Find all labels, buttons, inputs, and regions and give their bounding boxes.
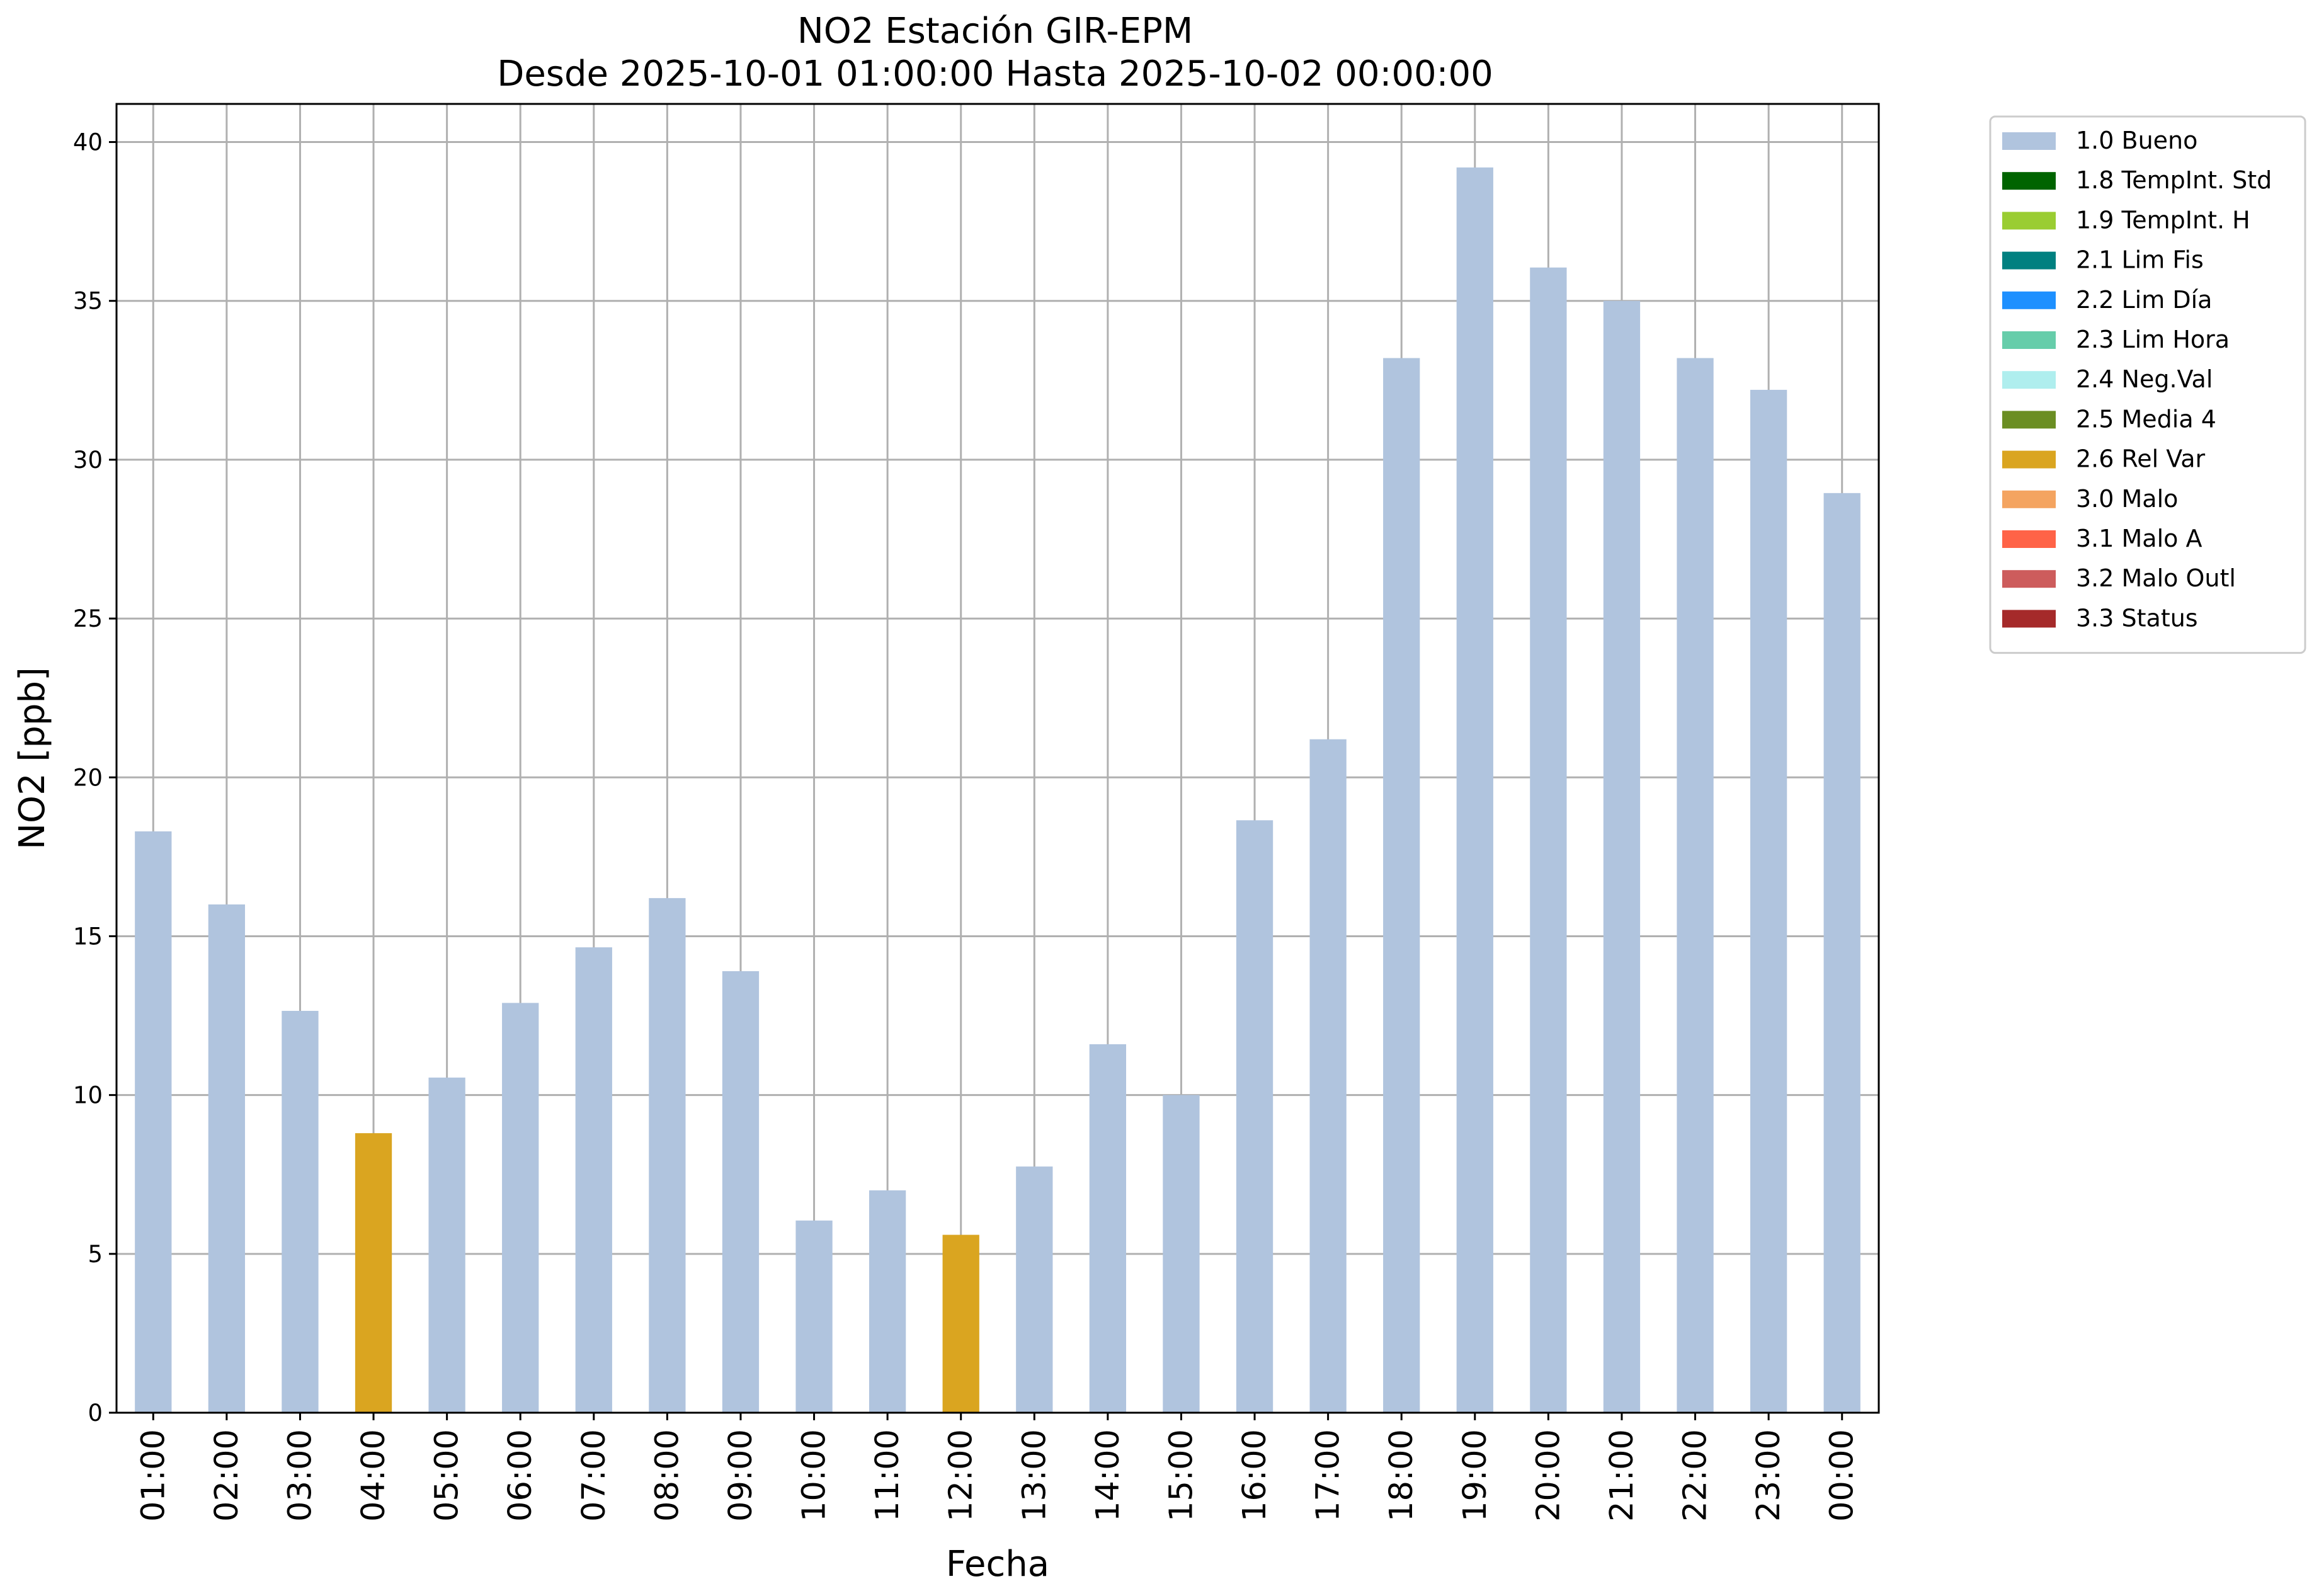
bar-0800 (649, 898, 686, 1413)
legend-label: 3.3 Status (2076, 604, 2198, 632)
legend-swatch (2002, 490, 2056, 508)
bar-1100 (869, 1190, 906, 1413)
legend-label: 3.0 Malo (2076, 485, 2178, 513)
x-tick-label: 01:00 (135, 1429, 172, 1522)
bar-1600 (1236, 820, 1273, 1413)
legend-label: 1.0 Bueno (2076, 127, 2197, 154)
legend-swatch (2002, 132, 2056, 150)
x-tick-label: 20:00 (1530, 1429, 1567, 1522)
bar-0200 (208, 904, 246, 1413)
x-tick-label: 10:00 (796, 1429, 833, 1522)
legend-label: 2.3 Lim Hora (2076, 326, 2230, 353)
x-tick-label: 21:00 (1604, 1429, 1641, 1522)
legend-swatch (2002, 251, 2056, 270)
legend-swatch (2002, 411, 2056, 429)
x-tick-label: 22:00 (1677, 1429, 1714, 1522)
x-tick-label: 04:00 (355, 1429, 392, 1522)
legend-swatch (2002, 371, 2056, 389)
y-tick-label: 30 (73, 447, 103, 474)
y-axis: 0 5 10 15 20 25 30 35 40 (73, 129, 117, 1427)
y-axis-label: NO2 [ppb] (12, 667, 53, 850)
bar-2100 (1603, 300, 1641, 1413)
x-tick-label: 03:00 (282, 1429, 319, 1522)
x-tick-label: 23:00 (1750, 1429, 1787, 1522)
x-tick-label: 14:00 (1090, 1429, 1127, 1522)
plot-area-frame (115, 103, 1880, 1414)
legend: 1.0 Bueno 1.8 TempInt. Std 1.9 TempInt. H 2… (1989, 115, 2306, 654)
y-tick-label: 20 (73, 764, 103, 791)
legend-label: 1.9 TempInt. H (2076, 206, 2250, 234)
bar-0500 (428, 1077, 465, 1413)
legend-label: 2.1 Lim Fis (2076, 246, 2204, 274)
bar-1300 (1016, 1166, 1053, 1413)
chart-title: NO2 Estación GIR-EPM (797, 11, 1193, 52)
legend-label: 2.2 Lim Día (2076, 286, 2212, 314)
legend-label: 2.6 Rel Var (2076, 445, 2206, 473)
bar-1200 (942, 1234, 979, 1413)
x-tick-label: 08:00 (649, 1429, 686, 1522)
y-tick-label: 40 (73, 129, 103, 156)
legend-label: 3.2 Malo Outl (2076, 564, 2236, 592)
legend-swatch (2002, 291, 2056, 309)
bar-2000 (1530, 267, 1567, 1413)
legend-swatch (2002, 610, 2056, 628)
bar-2300 (1750, 389, 1787, 1413)
legend-label: 1.8 TempInt. Std (2076, 166, 2272, 194)
x-tick-label: 00:00 (1824, 1429, 1861, 1522)
x-axis-label: Fecha (946, 1544, 1049, 1585)
bar-1900 (1456, 167, 1493, 1413)
x-tick-label: 05:00 (429, 1429, 466, 1522)
x-tick-label: 07:00 (576, 1429, 613, 1522)
bar-0300 (282, 1010, 319, 1413)
x-tick-label: 13:00 (1016, 1429, 1053, 1522)
legend-label: 2.4 Neg.Val (2076, 365, 2213, 393)
legend-label: 3.1 Malo A (2076, 525, 2202, 552)
x-tick-label: 17:00 (1310, 1429, 1347, 1522)
y-tick-label: 10 (73, 1082, 103, 1109)
bar-1700 (1309, 739, 1347, 1413)
bar-0700 (575, 947, 612, 1413)
x-tick-label: 09:00 (722, 1429, 760, 1522)
bars (135, 167, 1860, 1413)
x-tick-label: 11:00 (869, 1429, 906, 1522)
x-tick-label: 12:00 (943, 1429, 980, 1522)
y-tick-label: 0 (88, 1399, 103, 1427)
legend-swatch (2002, 450, 2056, 469)
x-tick-label: 18:00 (1383, 1429, 1420, 1522)
legend-swatch (2002, 172, 2056, 190)
y-tick-label: 15 (73, 923, 103, 950)
y-tick-label: 35 (73, 288, 103, 315)
x-tick-label: 15:00 (1163, 1429, 1200, 1522)
legend-frame (1989, 115, 2306, 654)
bar-0400 (355, 1133, 392, 1413)
legend-label: 2.5 Media 4 (2076, 405, 2216, 433)
legend-swatch (2002, 570, 2056, 588)
legend-swatch (2002, 530, 2056, 548)
bar-2200 (1677, 358, 1714, 1413)
x-tick-label: 19:00 (1457, 1429, 1494, 1522)
bar-1500 (1163, 1095, 1200, 1413)
x-tick-label: 02:00 (208, 1429, 246, 1522)
x-tick-label: 06:00 (502, 1429, 539, 1522)
legend-swatch (2002, 331, 2056, 349)
bar-0600 (502, 1003, 539, 1413)
chart-subtitle: Desde 2025-10-01 01:00:00 Hasta 2025-10-… (497, 54, 1493, 94)
legend-swatch (2002, 212, 2056, 230)
bar-0100 (135, 831, 172, 1413)
y-tick-label: 5 (88, 1241, 103, 1268)
bar-1000 (795, 1220, 833, 1413)
bar-1800 (1383, 358, 1420, 1413)
x-tick-label: 16:00 (1236, 1429, 1273, 1522)
bar-0900 (722, 971, 760, 1413)
bar-0000 (1823, 493, 1860, 1413)
bar-1400 (1089, 1044, 1127, 1413)
y-tick-label: 25 (73, 605, 103, 632)
x-axis: 01:00 02:00 03:00 04:00 05:00 06:00 07:00 08:00… (135, 1413, 1861, 1522)
